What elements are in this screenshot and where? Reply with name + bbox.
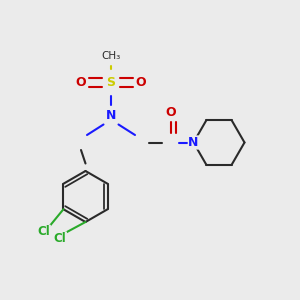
Text: O: O — [166, 106, 176, 119]
Text: N: N — [106, 109, 116, 122]
Text: Cl: Cl — [38, 225, 50, 238]
Text: CH₃: CH₃ — [101, 50, 121, 61]
Text: Cl: Cl — [54, 232, 66, 245]
Text: O: O — [76, 76, 86, 89]
Text: O: O — [136, 76, 146, 89]
Text: S: S — [106, 76, 116, 89]
Text: N: N — [188, 136, 199, 149]
